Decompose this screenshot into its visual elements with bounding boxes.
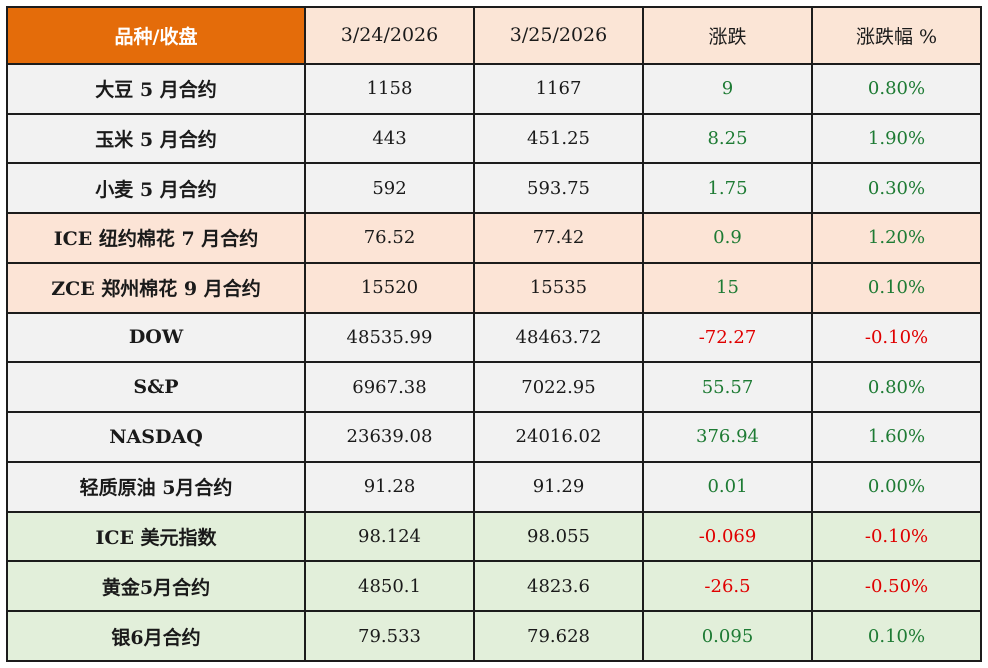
change-pct-cell[interactable]: 1.20% xyxy=(811,212,982,264)
header-name-cell[interactable]: 品种/收盘 xyxy=(6,6,306,65)
close-date1-cell[interactable]: 592 xyxy=(304,162,475,215)
instrument-name-cell[interactable]: 轻质原油 5月合约 xyxy=(6,460,306,513)
close-date1-cell[interactable]: 76.52 xyxy=(304,212,475,264)
instrument-name-cell[interactable]: 大豆 5 月合约 xyxy=(6,62,306,115)
change-pct-cell[interactable]: 0.00% xyxy=(811,460,982,513)
change-pct-cell[interactable]: -0.50% xyxy=(811,560,982,613)
instrument-name-cell[interactable]: ZCE 郑州棉花 9 月合约 xyxy=(6,261,306,314)
change-cell[interactable]: 9 xyxy=(642,62,813,115)
table-row: NASDAQ 23639.08 24016.02 376.94 1.60% xyxy=(6,411,982,463)
close-date1-cell[interactable]: 98.124 xyxy=(304,510,475,563)
close-date2-cell[interactable]: 98.055 xyxy=(473,510,644,563)
close-date2-cell[interactable]: 77.42 xyxy=(473,212,644,264)
instrument-name-cell[interactable]: ICE 美元指数 xyxy=(6,510,306,563)
close-date1-cell[interactable]: 15520 xyxy=(304,261,475,314)
table-body: 品种/收盘 3/24/2026 3/25/2026 涨跌 涨跌幅 % 大豆 5 … xyxy=(6,6,982,662)
close-date1-cell[interactable]: 1158 xyxy=(304,62,475,115)
close-date2-cell[interactable]: 79.628 xyxy=(473,610,644,662)
table-row: 黄金5月合约 4850.1 4823.6 -26.5 -0.50% xyxy=(6,560,982,613)
change-cell[interactable]: 376.94 xyxy=(642,411,813,463)
change-cell[interactable]: -72.27 xyxy=(642,311,813,364)
close-date2-cell[interactable]: 4823.6 xyxy=(473,560,644,613)
change-pct-cell[interactable]: 0.80% xyxy=(811,361,982,414)
close-date1-cell[interactable]: 443 xyxy=(304,112,475,165)
table-row: DOW 48535.99 48463.72 -72.27 -0.10% xyxy=(6,311,982,364)
close-date2-cell[interactable]: 48463.72 xyxy=(473,311,644,364)
change-cell[interactable]: 15 xyxy=(642,261,813,314)
instrument-name-cell[interactable]: NASDAQ xyxy=(6,411,306,463)
table-row: 小麦 5 月合约 592 593.75 1.75 0.30% xyxy=(6,162,982,215)
close-date1-cell[interactable]: 6967.38 xyxy=(304,361,475,414)
table-row: 银6月合约 79.533 79.628 0.095 0.10% xyxy=(6,610,982,662)
instrument-name-cell[interactable]: ICE 纽约棉花 7 月合约 xyxy=(6,212,306,264)
header-row: 品种/收盘 3/24/2026 3/25/2026 涨跌 涨跌幅 % xyxy=(6,6,982,65)
header-date2-cell[interactable]: 3/25/2026 xyxy=(473,6,644,65)
change-pct-cell[interactable]: 1.60% xyxy=(811,411,982,463)
change-pct-cell[interactable]: 0.80% xyxy=(811,62,982,115)
market-close-table: 品种/收盘 3/24/2026 3/25/2026 涨跌 涨跌幅 % 大豆 5 … xyxy=(6,6,982,662)
close-date1-cell[interactable]: 48535.99 xyxy=(304,311,475,364)
close-date1-cell[interactable]: 79.533 xyxy=(304,610,475,662)
change-pct-cell[interactable]: 1.90% xyxy=(811,112,982,165)
change-cell[interactable]: 8.25 xyxy=(642,112,813,165)
close-date2-cell[interactable]: 91.29 xyxy=(473,460,644,513)
change-cell[interactable]: -0.069 xyxy=(642,510,813,563)
change-cell[interactable]: 0.095 xyxy=(642,610,813,662)
close-date1-cell[interactable]: 23639.08 xyxy=(304,411,475,463)
table-row: ICE 美元指数 98.124 98.055 -0.069 -0.10% xyxy=(6,510,982,563)
change-cell[interactable]: -26.5 xyxy=(642,560,813,613)
close-date2-cell[interactable]: 7022.95 xyxy=(473,361,644,414)
change-pct-cell[interactable]: 0.10% xyxy=(811,261,982,314)
close-date2-cell[interactable]: 451.25 xyxy=(473,112,644,165)
instrument-name-cell[interactable]: 银6月合约 xyxy=(6,610,306,662)
change-cell[interactable]: 55.57 xyxy=(642,361,813,414)
close-date2-cell[interactable]: 593.75 xyxy=(473,162,644,215)
close-date2-cell[interactable]: 15535 xyxy=(473,261,644,314)
instrument-name-cell[interactable]: DOW xyxy=(6,311,306,364)
change-pct-cell[interactable]: -0.10% xyxy=(811,311,982,364)
table-row: ICE 纽约棉花 7 月合约 76.52 77.42 0.9 1.20% xyxy=(6,212,982,264)
change-cell[interactable]: 0.9 xyxy=(642,212,813,264)
header-pct-cell[interactable]: 涨跌幅 % xyxy=(811,6,982,65)
table-row: 轻质原油 5月合约 91.28 91.29 0.01 0.00% xyxy=(6,460,982,513)
close-date1-cell[interactable]: 4850.1 xyxy=(304,560,475,613)
instrument-name-cell[interactable]: 黄金5月合约 xyxy=(6,560,306,613)
change-cell[interactable]: 1.75 xyxy=(642,162,813,215)
change-pct-cell[interactable]: 0.10% xyxy=(811,610,982,662)
table-row: 玉米 5 月合约 443 451.25 8.25 1.90% xyxy=(6,112,982,165)
instrument-name-cell[interactable]: 玉米 5 月合约 xyxy=(6,112,306,165)
table-row: S&P 6967.38 7022.95 55.57 0.80% xyxy=(6,361,982,414)
header-date1-cell[interactable]: 3/24/2026 xyxy=(304,6,475,65)
instrument-name-cell[interactable]: S&P xyxy=(6,361,306,414)
change-cell[interactable]: 0.01 xyxy=(642,460,813,513)
close-date2-cell[interactable]: 1167 xyxy=(473,62,644,115)
instrument-name-cell[interactable]: 小麦 5 月合约 xyxy=(6,162,306,215)
table-row: 大豆 5 月合约 1158 1167 9 0.80% xyxy=(6,62,982,115)
close-date2-cell[interactable]: 24016.02 xyxy=(473,411,644,463)
close-date1-cell[interactable]: 91.28 xyxy=(304,460,475,513)
table-row: ZCE 郑州棉花 9 月合约 15520 15535 15 0.10% xyxy=(6,261,982,314)
change-pct-cell[interactable]: -0.10% xyxy=(811,510,982,563)
header-change-cell[interactable]: 涨跌 xyxy=(642,6,813,65)
change-pct-cell[interactable]: 0.30% xyxy=(811,162,982,215)
